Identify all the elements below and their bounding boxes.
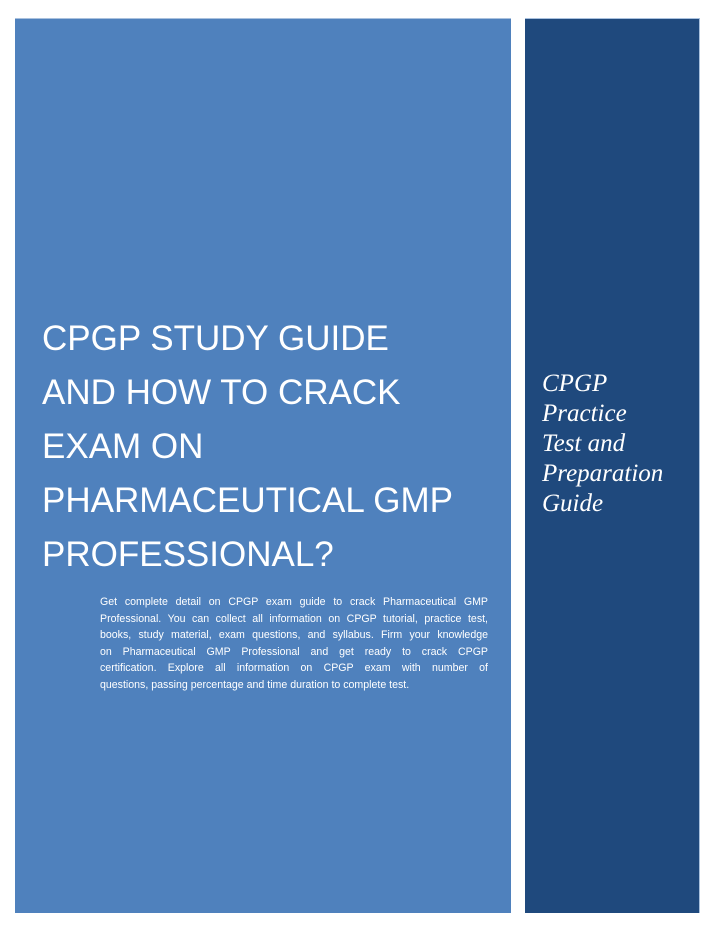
title-line: EXAM ON xyxy=(42,427,204,466)
cover-title: CPGP STUDY GUIDE AND HOW TO CRACK EXAM O… xyxy=(42,312,453,582)
description-line: on Pharmaceutical GMP Professional and g… xyxy=(100,645,488,658)
cover-main-panel: CPGP STUDY GUIDE AND HOW TO CRACK EXAM O… xyxy=(15,18,511,913)
title-line: CPGP STUDY GUIDE xyxy=(42,319,389,358)
tagline-line: Test and xyxy=(542,430,626,457)
title-line: PROFESSIONAL? xyxy=(42,535,334,574)
description-line: questions, passing percentage and time d… xyxy=(100,678,410,691)
title-line: AND HOW TO CRACK xyxy=(42,373,401,412)
description-line: books, study material, exam questions, a… xyxy=(100,629,488,642)
title-line: PHARMACEUTICAL GMP xyxy=(42,481,453,520)
description-line: certification. Explore all information o… xyxy=(100,662,488,675)
tagline-line: Guide xyxy=(542,490,604,517)
description-line: Professional. You can collect all inform… xyxy=(100,612,488,625)
tagline-line: CPGP xyxy=(542,370,608,397)
cover-description: Get complete detail on CPGP exam guide t… xyxy=(100,594,488,694)
side-tagline: CPGP Practice Test and Preparation Guide xyxy=(542,369,663,519)
tagline-line: Preparation xyxy=(542,460,664,487)
description-line: Get complete detail on CPGP exam guide t… xyxy=(100,596,488,608)
cover-side-panel: CPGP Practice Test and Preparation Guide xyxy=(525,18,700,913)
tagline-line: Practice xyxy=(542,400,627,427)
